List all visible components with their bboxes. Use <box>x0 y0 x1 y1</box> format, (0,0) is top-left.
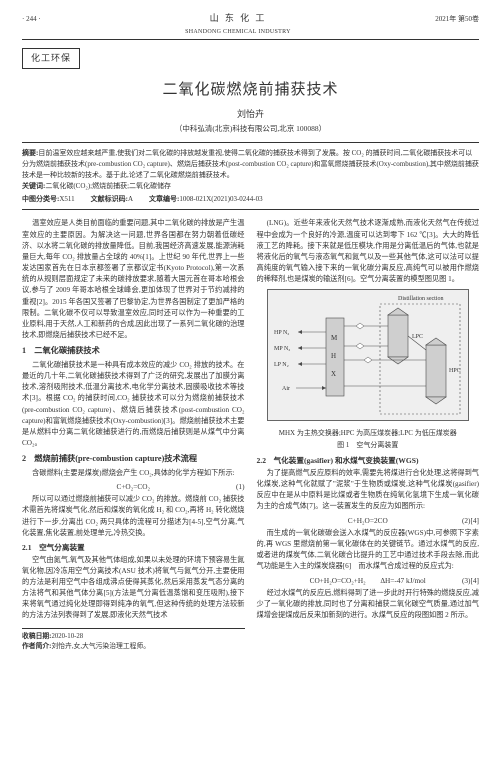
svg-text:HP N₂: HP N₂ <box>274 330 289 336</box>
footer-block: 收稿日期:2020-10-28 作者简介:刘怡卉,女,大气污染治理工程师。 <box>22 628 245 652</box>
article-no-label: 文章编号: <box>149 195 179 203</box>
svg-text:LP N₂: LP N₂ <box>274 362 289 368</box>
journal-title-block: 山 东 化 工 SHANDONG CHEMICAL INDUSTRY <box>41 12 436 37</box>
svg-text:H: H <box>331 352 336 360</box>
eq1-num: (1) <box>236 481 245 492</box>
doc-code-label: 文献标识码: <box>91 195 128 203</box>
section-21-title: 2.1 空气分离装置 <box>22 542 245 554</box>
abstract-line: 摘要:目前温室效应越来越严重,使我们对二氧化碳的排放越发重视,使得二氧化碳的捕获… <box>22 148 479 181</box>
page-number-left: · 244 · <box>22 14 41 25</box>
fig1-bottom-text: MHX 为主热交换器;HPC 为高压煤炭器;LPC 为低压煤炭器 <box>257 428 480 439</box>
section-1-body: 二氧化碳捕获技术是一种具有成本效应的减少 CO₂ 排放的技术。在最近的几十年,二… <box>22 360 245 449</box>
right-column: (LNG)。近些年来液化天然气技术逐渐成熟,而液化天然气在传统过程中会成为一个良… <box>257 218 480 652</box>
class-no-label: 中图分类号: <box>22 195 59 203</box>
footer-author: 刘怡卉,女,大气污染治理工程师。 <box>51 643 150 650</box>
abstract-block: 摘要:目前温室效应越来越严重,使我们对二氧化碳的排放越发重视,使得二氧化碳的捕获… <box>22 142 479 210</box>
section-2-body2: 所以可以通过燃烧前捕获可以减少 CO₂ 的排放。燃烧前 CO₂ 捕获技术需首先将… <box>22 494 245 539</box>
abstract-text: 目前温室效应越来越严重,使我们对二氧化碳的排放越发重视,使得二氧化碳的捕获技术得… <box>22 149 479 179</box>
dist-label: Distillation section <box>398 296 444 302</box>
keywords-line: 关键词:二氧化碳(CO₂);燃烧前捕获;二氧化碳储存 <box>22 181 479 192</box>
section-1-title: 1 二氧化碳捕获技术 <box>22 345 245 358</box>
svg-text:X: X <box>331 370 336 378</box>
footer-author-label: 作者简介: <box>22 643 51 650</box>
abstract-label: 摘要: <box>22 149 38 157</box>
section-22-title: 2.2 气化装置(gasifier) 和水煤气变换装置(WGS) <box>257 455 480 467</box>
svg-text:HPC: HPC <box>449 368 461 374</box>
affiliation: （中科弘清(北京)科技有限公司,北京 100088） <box>22 123 479 134</box>
figure-1: Distillation section M H X LPC <box>257 289 480 451</box>
fig1-caption: 图 1 空气分离装置 <box>257 440 480 451</box>
eq1-text: C+O₂=CO₂ <box>116 482 150 491</box>
eq2-text: C+H₂O=2CO <box>348 516 388 525</box>
section-2-title: 2 燃烧前捕获(pre-combustion capture)技术流程 <box>22 453 245 466</box>
issue-info: 2021年 第50卷 <box>435 14 479 25</box>
journal-title-en: SHANDONG CHEMICAL INDUSTRY <box>185 29 291 35</box>
article-title: 二氧化碳燃烧前捕获技术 <box>22 79 479 102</box>
svg-text:LPC: LPC <box>412 334 423 340</box>
footer-date: 2020-10-28 <box>51 633 83 640</box>
figure-1-svg: Distillation section M H X LPC <box>267 289 469 421</box>
section-2-body: 含碳燃料(主要是煤炭)燃烧会产生 CO₂,具体的化学方程如下所示: <box>22 468 245 479</box>
right-intro: (LNG)。近些年来液化天然气技术逐渐成熟,而液化天然气在传统过程中会成为一个良… <box>257 218 480 285</box>
svg-text:MP N₂: MP N₂ <box>274 346 290 352</box>
footer-date-label: 收稿日期: <box>22 633 51 640</box>
meta-row: 中图分类号:X511 文献标识码:A 文章编号:1008-021X(2021)0… <box>22 194 479 205</box>
article-no: 1008-021X(2021)03-0244-03 <box>179 195 262 203</box>
section-22-body2: 而生成的一氧化碳碳会送入水煤气的反应器(WGS)中,可参照下字素的,再 WGS … <box>257 528 480 573</box>
keywords-label: 关键词: <box>22 182 45 190</box>
svg-text:M: M <box>331 334 338 342</box>
section-22-body: 为了提高燃气反应原料的效率,需要先将煤进行合化处理,这将得到气化煤炭,这种气化就… <box>257 468 480 513</box>
doc-code: A <box>128 195 133 203</box>
eq2-num: (2)[4] <box>462 515 479 526</box>
eq3-text: CO+H₂O=CO₂+H₂ ΔH=-47 kJ/mol <box>310 576 426 585</box>
equation-2: C+H₂O=2CO (2)[4] <box>257 515 480 526</box>
journal-title-cn: 山 东 化 工 <box>210 13 267 23</box>
section-21-body: 空气由氮气,氧气及其他气体组成,如果以未处理的环境下预容易生氮氧化物,因冷冻用空… <box>22 555 245 622</box>
class-no: X511 <box>59 195 74 203</box>
section-tag: 化工环保 <box>22 48 80 70</box>
svg-text:Air: Air <box>282 386 290 392</box>
intro-para: 温室效应是人类目前面临的重要问题,其中二氧化碳的排放是产生温室效应的主要原因。为… <box>22 218 245 341</box>
keywords-text: 二氧化碳(CO₂);燃烧前捕获;二氧化碳储存 <box>45 182 171 190</box>
left-column: 温室效应是人类目前面临的重要问题,其中二氧化碳的排放是产生温室效应的主要原因。为… <box>22 218 245 652</box>
header-bar: · 244 · 山 东 化 工 SHANDONG CHEMICAL INDUST… <box>22 12 479 40</box>
eq3-num: (3)[4] <box>462 575 479 586</box>
equation-1: C+O₂=CO₂ (1) <box>22 481 245 492</box>
author-name: 刘怡卉 <box>22 108 479 122</box>
equation-3: CO+H₂O=CO₂+H₂ ΔH=-47 kJ/mol (3)[4] <box>257 575 480 586</box>
section-22-body3: 经过水煤气的反应后,燃料得到了进一步此时开行特殊的燃烧反应,减少了一氧化碳的排放… <box>257 588 480 621</box>
